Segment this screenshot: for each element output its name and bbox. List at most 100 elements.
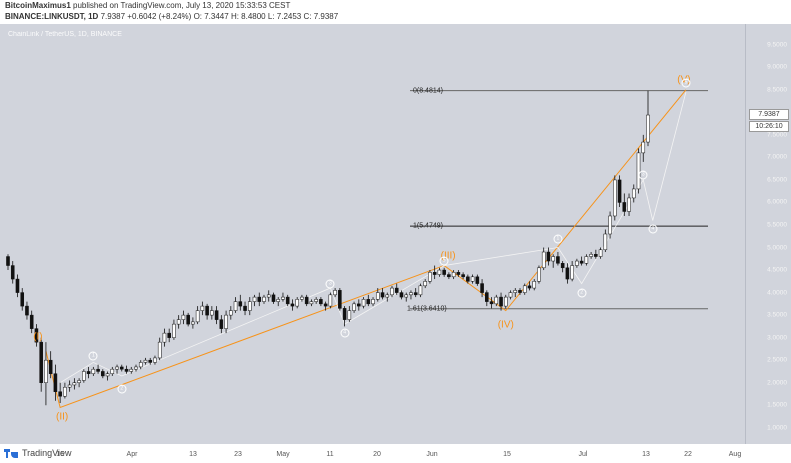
bullish-candle	[63, 386, 67, 397]
bearish-candle	[565, 267, 570, 280]
price-axis[interactable]: 9.50009.00008.50008.00007.50007.00006.50…	[745, 24, 791, 444]
x-tick-label: 20	[373, 451, 381, 458]
bullish-candle	[153, 357, 157, 363]
brand-label: TradingView	[22, 448, 72, 458]
y-tick-label: 5.5000	[767, 221, 787, 229]
y-tick-label: 3.0000	[767, 334, 787, 342]
bearish-candle	[413, 292, 418, 296]
bullish-candle	[328, 294, 333, 307]
bearish-candle	[148, 359, 153, 363]
bullish-candle	[603, 233, 608, 251]
bearish-candle	[186, 314, 190, 325]
bullish-candle	[551, 256, 555, 262]
bearish-candle	[442, 269, 446, 275]
bearish-candle	[243, 305, 247, 311]
publish-info: BitcoinMaximus1 published on TradingView…	[5, 1, 290, 10]
bullish-candle	[82, 371, 86, 381]
tradingview-brand[interactable]: TradingView	[4, 448, 72, 458]
bullish-candle	[314, 299, 318, 302]
bullish-candle	[641, 141, 646, 154]
bullish-candle	[503, 296, 508, 307]
bullish-candle	[252, 296, 257, 302]
bearish-candle	[366, 299, 371, 305]
y-tick-label: 7.0000	[767, 153, 787, 161]
y-tick-label: 4.5000	[767, 266, 787, 274]
x-tick-label: May	[276, 451, 290, 458]
bearish-candle	[219, 319, 224, 329]
bullish-candle	[352, 303, 356, 311]
bullish-candle	[437, 269, 442, 275]
bearish-candle	[456, 272, 461, 275]
bullish-candle	[627, 197, 631, 212]
bullish-candle	[129, 368, 134, 372]
y-tick-label: 6.5000	[767, 176, 787, 184]
x-tick-label: 22	[684, 451, 692, 458]
bullish-candle	[532, 281, 537, 289]
y-tick-label: 9.5000	[767, 41, 787, 49]
bullish-candle	[361, 299, 366, 307]
author-name[interactable]: BitcoinMaximus1	[5, 1, 71, 10]
chart-title: ChainLink / TetherUS, 1D, BINANCE	[8, 31, 122, 38]
y-tick-label: 8.5000	[767, 86, 787, 94]
bullish-candle	[608, 215, 612, 235]
bullish-candle	[375, 292, 380, 300]
bearish-candle	[290, 303, 295, 307]
bearish-candle	[15, 278, 20, 293]
bearish-candle	[489, 301, 494, 305]
bullish-candle	[105, 373, 110, 377]
bearish-candle	[214, 310, 219, 320]
bearish-candle	[29, 314, 34, 329]
subwave-marker: 4	[648, 224, 658, 234]
y-tick-label: 2.5000	[767, 356, 787, 364]
bearish-candle	[380, 292, 385, 298]
change-label: +0.6042 (+8.24%)	[127, 12, 192, 21]
bearish-candle	[466, 276, 470, 282]
subwave-marker: 2	[577, 288, 587, 298]
bullish-candle	[157, 341, 162, 359]
bullish-candle	[229, 310, 233, 316]
bearish-candle	[304, 296, 309, 305]
wave-label: (II)	[56, 411, 69, 423]
bearish-candle	[124, 368, 129, 372]
plot-area[interactable]	[0, 24, 745, 444]
y-tick-label: 4.0000	[767, 289, 787, 297]
bullish-candle	[191, 321, 195, 325]
bearish-candle	[205, 305, 209, 316]
x-tick-label: 15	[503, 451, 511, 458]
bullish-candle	[347, 310, 352, 320]
bearish-candle	[238, 301, 243, 307]
wave-count-line	[45, 89, 687, 409]
bearish-candle	[579, 260, 584, 264]
bearish-candle	[39, 341, 43, 383]
bullish-candle	[181, 314, 186, 320]
bearish-candle	[357, 303, 361, 307]
bearish-candle	[338, 290, 342, 309]
bullish-candle	[390, 287, 394, 296]
x-tick-label: 16	[56, 451, 64, 458]
x-tick-label: 13	[189, 451, 197, 458]
bearish-candle	[622, 202, 627, 212]
fib-level-label: 1.61(3.6410)	[407, 305, 447, 313]
bullish-candle	[200, 305, 205, 311]
bearish-candle	[342, 308, 347, 320]
bullish-candle	[295, 299, 299, 307]
close-label: C: 7.9387	[303, 12, 339, 21]
bearish-candle	[25, 305, 29, 316]
x-tick-label: Apr	[126, 451, 138, 458]
bullish-candle	[91, 368, 96, 374]
bearish-candle	[101, 371, 105, 377]
x-tick-label: Jun	[426, 451, 438, 458]
bearish-candle	[271, 294, 276, 302]
bullish-candle	[513, 290, 518, 293]
subwave-marker: 1	[88, 351, 98, 361]
bullish-candle	[613, 179, 617, 217]
symbol-label: BINANCE:LINKUSDT, 1D	[5, 12, 99, 21]
x-tick-label: 23	[234, 451, 242, 458]
bearish-candle	[447, 274, 451, 278]
bullish-candle	[584, 256, 589, 264]
bearish-candle	[48, 359, 53, 374]
bearish-candle	[257, 296, 262, 302]
bearish-candle	[556, 256, 560, 264]
bearish-candle	[319, 299, 323, 305]
bullish-candle	[72, 382, 77, 386]
